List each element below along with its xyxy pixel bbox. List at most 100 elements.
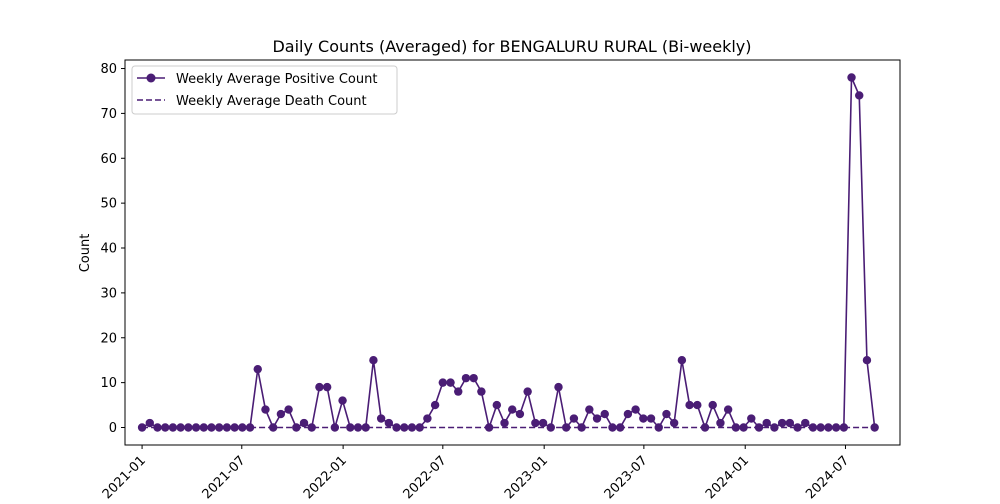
y-tick-label: 20 xyxy=(100,331,117,346)
positive-count-point xyxy=(600,409,609,419)
positive-count-point xyxy=(500,418,509,428)
positive-count-point xyxy=(631,405,640,414)
positive-count-point xyxy=(639,414,648,423)
x-tick-label: 2022-07 xyxy=(401,453,450,500)
positive-count-point xyxy=(538,418,548,428)
positive-count-point xyxy=(454,387,463,396)
y-tick-label: 10 xyxy=(100,376,117,391)
positive-count-point xyxy=(369,355,378,365)
positive-count-point xyxy=(862,355,872,365)
positive-count-point xyxy=(469,373,478,383)
positive-count-point xyxy=(253,364,262,374)
y-tick-label: 70 xyxy=(100,107,117,122)
positive-count-point xyxy=(785,418,795,428)
positive-count-point xyxy=(315,382,324,392)
positive-count-point xyxy=(322,382,332,392)
positive-count-point xyxy=(245,423,255,432)
positive-count-point xyxy=(407,423,417,432)
positive-count-point xyxy=(623,409,633,419)
positive-count-point xyxy=(307,423,316,432)
legend-box xyxy=(131,65,398,115)
positive-count-point xyxy=(353,423,363,432)
positive-count-point xyxy=(569,414,579,423)
positive-count-point xyxy=(677,355,687,365)
positive-count-point xyxy=(592,414,602,423)
positive-count-point xyxy=(693,400,702,410)
positive-count-point xyxy=(847,73,856,82)
positive-count-point xyxy=(716,418,725,428)
positive-count-point xyxy=(747,414,756,423)
positive-count-point xyxy=(137,423,147,432)
y-tick-label: 40 xyxy=(100,242,117,257)
positive-count-point xyxy=(384,418,394,428)
y-axis-label: Count xyxy=(78,234,93,273)
positive-count-point xyxy=(723,405,733,414)
positive-count-point xyxy=(577,423,586,432)
positive-count-point xyxy=(299,418,309,428)
positive-count-point xyxy=(870,423,879,432)
positive-count-point xyxy=(199,423,208,432)
positive-count-point xyxy=(839,423,849,432)
positive-count-point xyxy=(646,414,656,423)
positive-count-point xyxy=(261,405,270,414)
positive-count-point xyxy=(446,378,455,387)
positive-count-point xyxy=(739,423,748,432)
positive-count-point xyxy=(708,400,717,410)
positive-count-point xyxy=(284,405,293,414)
positive-count-point xyxy=(855,91,864,100)
positive-count-point xyxy=(669,418,679,428)
positive-count-point xyxy=(430,400,440,410)
x-tick-label: 2022-01 xyxy=(301,453,350,500)
positive-count-point xyxy=(423,414,432,423)
x-tick-label: 2023-07 xyxy=(602,453,651,500)
positive-count-line xyxy=(141,76,876,429)
positive-count-point xyxy=(361,423,370,432)
positive-count-point xyxy=(145,418,154,428)
legend: Weekly Average Positive Count Weekly Ave… xyxy=(131,65,398,115)
positive-count-point xyxy=(515,409,525,419)
positive-count-point xyxy=(554,382,563,392)
x-axis: 2021-01 2021-07 2022-01 2022-07 2023-01 2023-… xyxy=(100,445,852,502)
positive-count-point xyxy=(415,423,424,432)
positive-count-point xyxy=(523,387,532,396)
positive-count-point xyxy=(376,414,386,423)
x-tick-label: 2021-07 xyxy=(200,453,249,500)
y-tick-label: 30 xyxy=(100,286,117,301)
x-tick-label: 2024-07 xyxy=(803,453,852,500)
x-tick-label: 2021-01 xyxy=(100,453,149,500)
positive-count-point xyxy=(508,405,517,414)
positive-count-point xyxy=(338,396,347,405)
y-tick-label: 50 xyxy=(100,197,117,212)
y-tick-label: 80 xyxy=(100,62,117,77)
positive-count-point xyxy=(662,409,671,419)
plot-frame xyxy=(124,59,901,446)
positive-count-point xyxy=(793,423,802,432)
positive-count-point xyxy=(585,405,594,414)
positive-count-point xyxy=(191,423,201,432)
positive-count-point xyxy=(531,418,540,428)
legend-positive-marker xyxy=(146,73,156,83)
legend-death-label: Weekly Average Death Count xyxy=(176,94,367,109)
positive-count-point xyxy=(685,400,694,410)
x-tick-label: 2024-01 xyxy=(703,453,752,500)
positive-count-point xyxy=(777,418,787,428)
positive-count-point xyxy=(492,400,502,410)
positive-count-point xyxy=(207,423,216,432)
positive-count-point xyxy=(276,409,286,419)
y-axis: 0 10 20 30 40 50 60 70 80 xyxy=(100,62,125,436)
positive-count-point xyxy=(477,387,486,396)
positive-count-point xyxy=(153,423,162,432)
legend-positive-label: Weekly Average Positive Count xyxy=(176,72,377,87)
plot-area xyxy=(137,73,879,432)
x-tick-label: 2023-01 xyxy=(502,453,551,500)
y-tick-label: 60 xyxy=(100,152,117,167)
y-tick-label: 0 xyxy=(109,421,117,436)
positive-count-point xyxy=(731,423,741,432)
positive-count-point xyxy=(762,418,771,428)
positive-count-point xyxy=(461,373,471,383)
positive-count-point xyxy=(438,378,448,387)
positive-count-point xyxy=(801,418,810,428)
chart-title: Daily Counts (Averaged) for BENGALURU RU… xyxy=(272,37,751,56)
